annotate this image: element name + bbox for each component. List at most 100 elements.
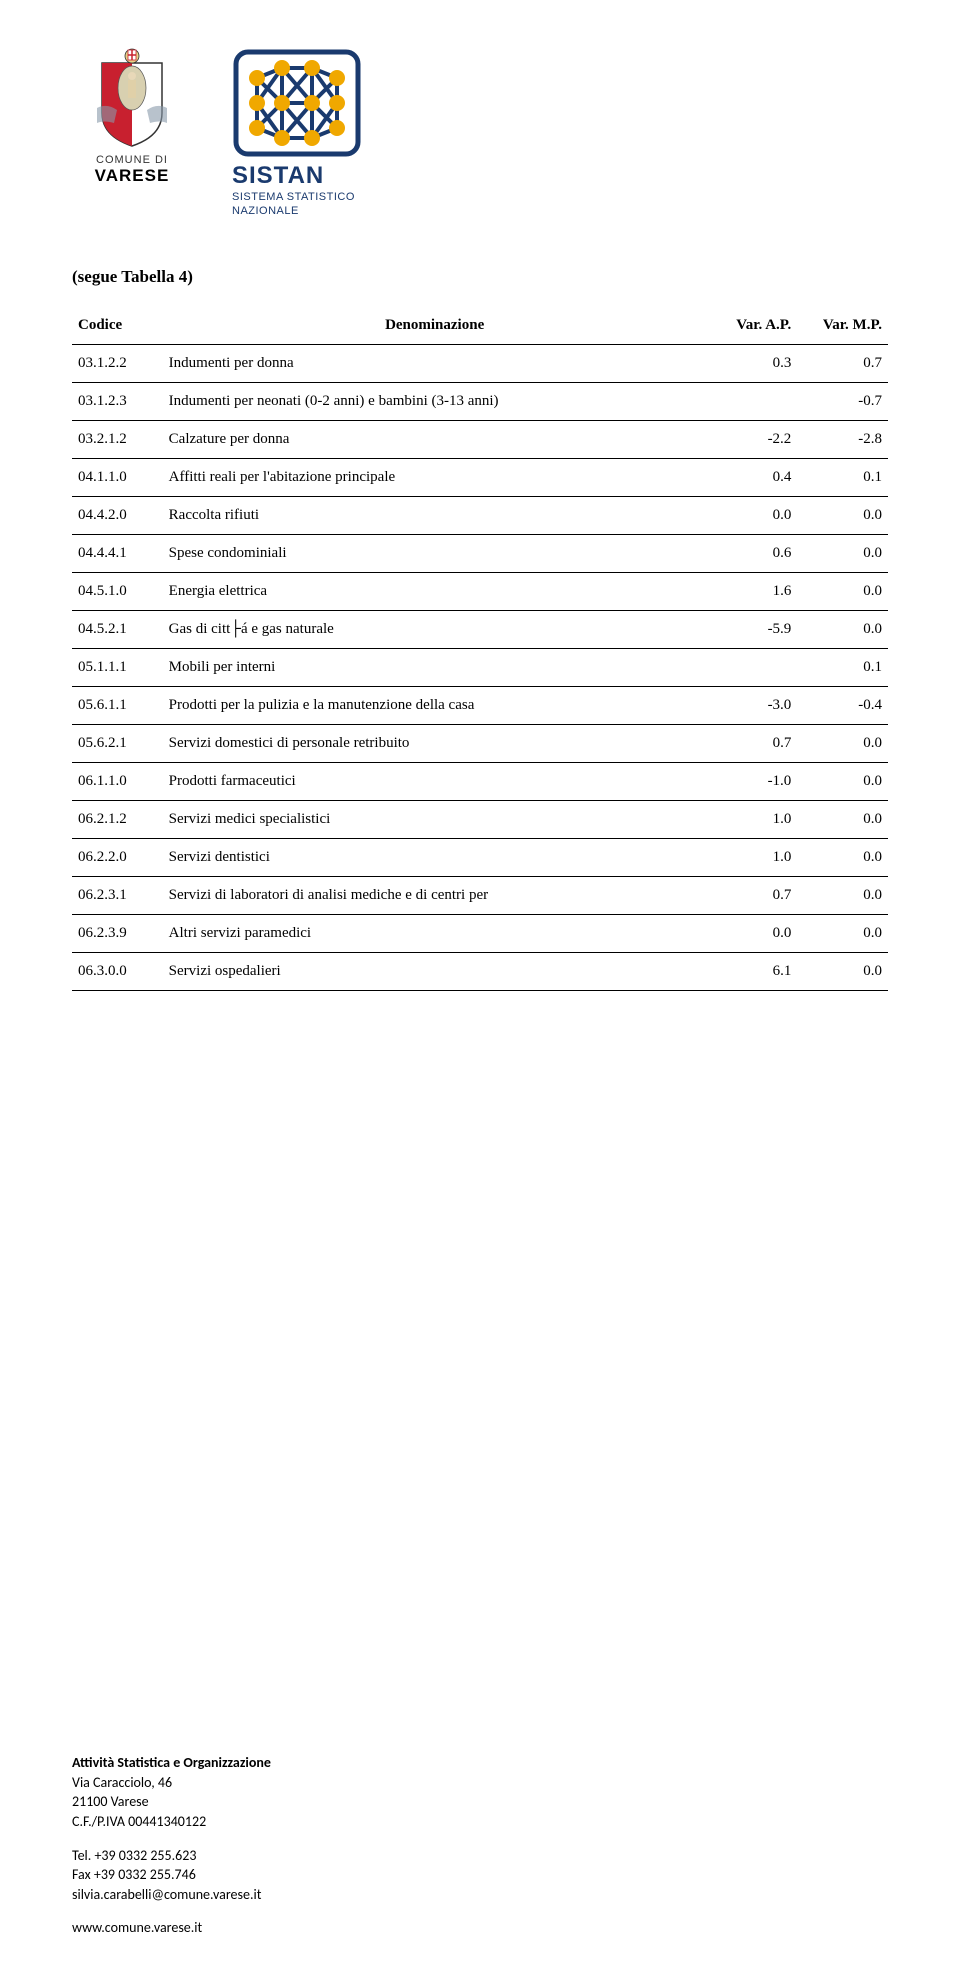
cell-desc: Energia elettrica [163, 572, 707, 610]
logo-header: COMUNE DI VARESE SISTAN SISTEMA STATISTI… [72, 48, 888, 219]
varese-label-line1: COMUNE DI [96, 154, 168, 166]
cell-code: 06.2.3.9 [72, 914, 163, 952]
table-row: 06.2.1.2Servizi medici specialistici1.00… [72, 800, 888, 838]
cell-var-ap: 6.1 [707, 952, 798, 990]
sistan-sub1: SISTEMA STATISTICO [232, 190, 355, 204]
cell-var-ap: -1.0 [707, 762, 798, 800]
cell-var-mp: 0.1 [797, 458, 888, 496]
cell-code: 06.2.3.1 [72, 876, 163, 914]
table-row: 06.2.2.0Servizi dentistici1.00.0 [72, 838, 888, 876]
cell-var-mp: 0.0 [797, 496, 888, 534]
cell-var-ap: 0.7 [707, 876, 798, 914]
cell-var-mp: 0.7 [797, 344, 888, 382]
cell-code: 04.5.1.0 [72, 572, 163, 610]
cell-var-mp: 0.0 [797, 572, 888, 610]
cell-var-mp: 0.0 [797, 724, 888, 762]
cell-desc: Servizi ospedalieri [163, 952, 707, 990]
cell-code: 05.6.2.1 [72, 724, 163, 762]
header-code: Codice [72, 307, 163, 345]
cell-desc: Prodotti per la pulizia e la manutenzion… [163, 686, 707, 724]
cell-var-mp: -2.8 [797, 420, 888, 458]
cell-code: 06.3.0.0 [72, 952, 163, 990]
sistan-network-icon [232, 48, 362, 158]
footer-addr2: 21100 Varese [72, 1792, 271, 1812]
footer-fax: Fax +39 0332 255.746 [72, 1865, 271, 1885]
table-header-row: Codice Denominazione Var. A.P. Var. M.P. [72, 307, 888, 345]
cell-code: 06.1.1.0 [72, 762, 163, 800]
cell-var-ap [707, 648, 798, 686]
cell-var-mp: 0.0 [797, 534, 888, 572]
cell-var-ap: 0.7 [707, 724, 798, 762]
cell-desc: Mobili per interni [163, 648, 707, 686]
table-row: 06.2.3.1Servizi di laboratori di analisi… [72, 876, 888, 914]
cell-var-ap: 1.0 [707, 838, 798, 876]
cell-code: 05.6.1.1 [72, 686, 163, 724]
table-row: 03.2.1.2Calzature per donna-2.2-2.8 [72, 420, 888, 458]
table-row: 03.1.2.3Indumenti per neonati (0-2 anni)… [72, 382, 888, 420]
footer-web: www.comune.varese.it [72, 1918, 271, 1938]
table-row: 04.5.1.0Energia elettrica1.60.0 [72, 572, 888, 610]
cell-var-mp: -0.4 [797, 686, 888, 724]
cell-var-ap: -3.0 [707, 686, 798, 724]
footer-email: silvia.carabelli@comune.varese.it [72, 1885, 271, 1905]
cell-code: 04.5.2.1 [72, 610, 163, 648]
logo-sistan: SISTAN SISTEMA STATISTICO NAZIONALE [232, 48, 402, 219]
footer-org: Attività Statistica e Organizzazione [72, 1753, 271, 1773]
cell-var-mp: 0.0 [797, 952, 888, 990]
cell-var-mp: 0.0 [797, 800, 888, 838]
cell-desc: Altri servizi paramedici [163, 914, 707, 952]
cell-var-ap: 1.0 [707, 800, 798, 838]
cell-code: 04.1.1.0 [72, 458, 163, 496]
table-row: 05.1.1.1Mobili per interni 0.1 [72, 648, 888, 686]
footer: Attività Statistica e Organizzazione Via… [72, 1753, 271, 1938]
cell-var-mp: 0.0 [797, 838, 888, 876]
cell-code: 03.1.2.2 [72, 344, 163, 382]
cell-desc: Spese condominiali [163, 534, 707, 572]
cell-desc: Servizi dentistici [163, 838, 707, 876]
cell-var-ap: 0.3 [707, 344, 798, 382]
cell-desc: Indumenti per neonati (0-2 anni) e bambi… [163, 382, 707, 420]
cell-var-ap: 1.6 [707, 572, 798, 610]
cell-code: 06.2.1.2 [72, 800, 163, 838]
cell-var-mp: 0.0 [797, 914, 888, 952]
cell-code: 04.4.2.0 [72, 496, 163, 534]
cell-var-mp: 0.0 [797, 876, 888, 914]
table-row: 04.4.2.0Raccolta rifiuti0.00.0 [72, 496, 888, 534]
cell-desc: Servizi medici specialistici [163, 800, 707, 838]
footer-tel: Tel. +39 0332 255.623 [72, 1846, 271, 1866]
cell-code: 03.1.2.3 [72, 382, 163, 420]
cell-desc: Indumenti per donna [163, 344, 707, 382]
header-desc: Denominazione [163, 307, 707, 345]
sistan-sub2: NAZIONALE [232, 204, 299, 218]
header-var-mp: Var. M.P. [797, 307, 888, 345]
cell-var-ap: 0.4 [707, 458, 798, 496]
table-row: 06.2.3.9Altri servizi paramedici0.00.0 [72, 914, 888, 952]
cell-var-mp: 0.0 [797, 610, 888, 648]
cell-code: 04.4.4.1 [72, 534, 163, 572]
cell-code: 05.1.1.1 [72, 648, 163, 686]
table-row: 04.4.4.1Spese condominiali0.60.0 [72, 534, 888, 572]
table-row: 05.6.1.1Prodotti per la pulizia e la man… [72, 686, 888, 724]
cell-var-mp: -0.7 [797, 382, 888, 420]
cell-var-ap: 0.6 [707, 534, 798, 572]
cell-var-ap [707, 382, 798, 420]
header-var-ap: Var. A.P. [707, 307, 798, 345]
cell-code: 03.2.1.2 [72, 420, 163, 458]
table-row: 06.3.0.0Servizi ospedalieri6.10.0 [72, 952, 888, 990]
cell-var-ap: -2.2 [707, 420, 798, 458]
cell-desc: Gas di citt├á e gas naturale [163, 610, 707, 648]
table-row: 06.1.1.0Prodotti farmaceutici-1.00.0 [72, 762, 888, 800]
cell-var-ap: 0.0 [707, 496, 798, 534]
table-row: 03.1.2.2Indumenti per donna0.30.7 [72, 344, 888, 382]
table-row: 05.6.2.1Servizi domestici di personale r… [72, 724, 888, 762]
cell-var-mp: 0.0 [797, 762, 888, 800]
table-row: 04.1.1.0Affitti reali per l'abitazione p… [72, 458, 888, 496]
footer-cf: C.F./P.IVA 00441340122 [72, 1812, 271, 1832]
varese-label-line2: VARESE [95, 166, 170, 186]
cell-desc: Servizi domestici di personale retribuit… [163, 724, 707, 762]
cell-desc: Raccolta rifiuti [163, 496, 707, 534]
cell-var-mp: 0.1 [797, 648, 888, 686]
cell-var-ap: 0.0 [707, 914, 798, 952]
footer-addr1: Via Caracciolo, 46 [72, 1773, 271, 1793]
data-table: Codice Denominazione Var. A.P. Var. M.P.… [72, 307, 888, 991]
